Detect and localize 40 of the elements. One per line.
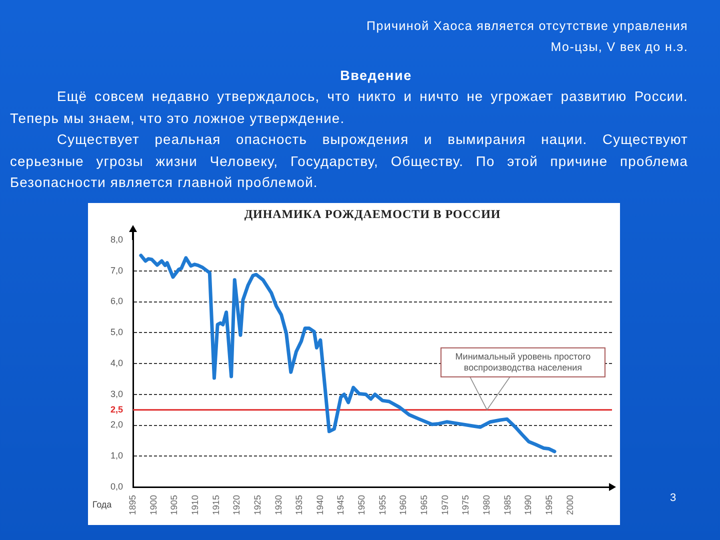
x-tick-label: 1960	[398, 495, 408, 516]
x-tick-label: 1950	[356, 495, 367, 516]
text: Введение	[339, 67, 413, 85]
y-tick-label: 4,0	[110, 358, 123, 368]
x-tick-label: 1970	[440, 495, 450, 516]
text: Ещё совсем недавно утверждалось, что никто и ничто не угрожает развитию России. Теперь мы знаем, что это ложное утверждение.	[10, 88, 688, 128]
x-tick-label: 1980	[482, 495, 492, 516]
y-tick-label: 7,0	[110, 265, 123, 276]
x-tick-label: 1925	[252, 495, 262, 516]
y-tick-label: 1,0	[110, 450, 123, 461]
x-tick-label: 1945	[336, 495, 346, 516]
x-tick-label: 2000	[564, 495, 575, 516]
x-tick-label: 1930	[273, 495, 284, 516]
text: Существует реальная опасность вырождения и вымирания нации. Существуют серьезные угрозы жизни Человеку, Государству, Обществу. По этой причине проблема Безопасности является главной проблемой.	[10, 131, 688, 192]
x-tick-label: 1940	[314, 495, 325, 516]
x-tick-label: 1995	[544, 495, 554, 516]
x-tick-label: 1955	[377, 495, 388, 516]
x-tick-label: 1895	[127, 495, 138, 516]
x-axis-title: Года	[92, 499, 112, 510]
y-tick-label: 2,0	[110, 420, 123, 430]
y-tick-label: 8,0	[110, 234, 123, 244]
y-tick-label: 5,0	[110, 327, 123, 338]
y-tick-label: 0,0	[110, 481, 123, 492]
x-tick-label: 1990	[523, 495, 534, 516]
chart-title: ДИНАМИКА РОЖДАЕМОСТИ В РОССИИ	[244, 207, 501, 222]
x-tick-label: 1920	[232, 495, 242, 516]
text: 3	[668, 492, 678, 504]
x-tick-label: 1905	[169, 495, 180, 516]
x-tick-label: 1915	[210, 495, 221, 516]
annotation: Минимальный уровень простого воспроизводства населения	[455, 351, 591, 372]
x-tick-label: 1985	[502, 495, 512, 516]
x-tick-label: 1965	[419, 495, 430, 516]
y-tick-label: 3,0	[110, 388, 123, 399]
x-tick-label: 1975	[460, 495, 471, 516]
x-tick-label: 1935	[294, 495, 304, 516]
text: Причиной Хаоса является отсутствие управления Мо-цзы, V век до н.э.	[366, 18, 688, 56]
y-tick-label: 6,0	[110, 296, 123, 306]
x-tick-label: 1900	[148, 495, 158, 516]
ref-line-label: 2,5	[110, 404, 123, 414]
x-tick-label: 1910	[190, 495, 200, 516]
